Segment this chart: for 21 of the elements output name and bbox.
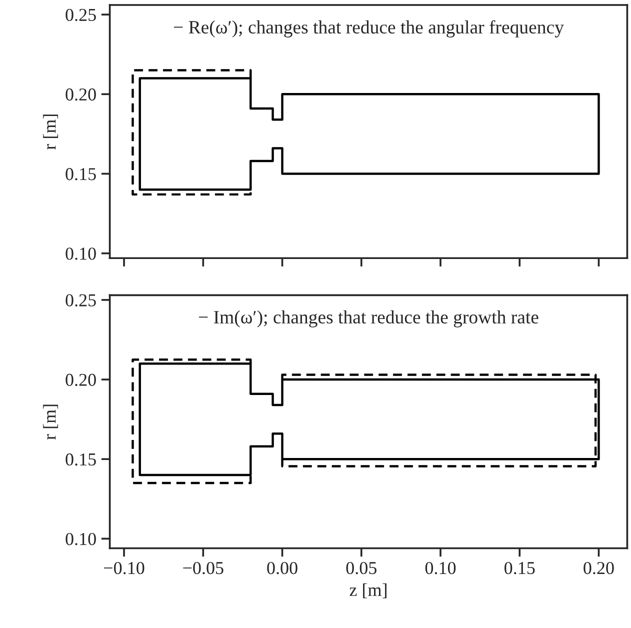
- y-axis-title: r [m]: [43, 114, 58, 150]
- x-tick-label: 0.10: [425, 562, 456, 574]
- y-tick-label: 0.25: [66, 8, 96, 22]
- y-tick-label: 0.25: [66, 294, 96, 306]
- y-tick-label: 0.20: [66, 88, 96, 101]
- x-tick-label: −0.05: [183, 562, 224, 574]
- x-tick-label: 0.00: [267, 562, 298, 574]
- y-tick-label: 0.20: [66, 374, 96, 386]
- x-axis-title: z [m]: [350, 583, 386, 598]
- y-tick-label: 0.15: [66, 168, 96, 180]
- x-tick-label: −0.10: [104, 562, 144, 574]
- annotation: − Re(ω′); changes that reduce the angular frequency: [174, 20, 564, 38]
- x-tick-label: 0.20: [584, 562, 614, 574]
- line-series: [281, 374, 597, 468]
- y-tick-label: 0.10: [66, 532, 96, 546]
- y-tick-label: 0.15: [66, 453, 96, 466]
- x-tick-label: 0.05: [346, 562, 376, 574]
- y-tick-label: 0.10: [66, 248, 96, 260]
- y-axis-title: r [m]: [43, 404, 58, 440]
- annotation: − Im(ω′); changes that reduce the growth rate: [198, 310, 538, 328]
- x-tick-label: 0.15: [504, 562, 535, 574]
